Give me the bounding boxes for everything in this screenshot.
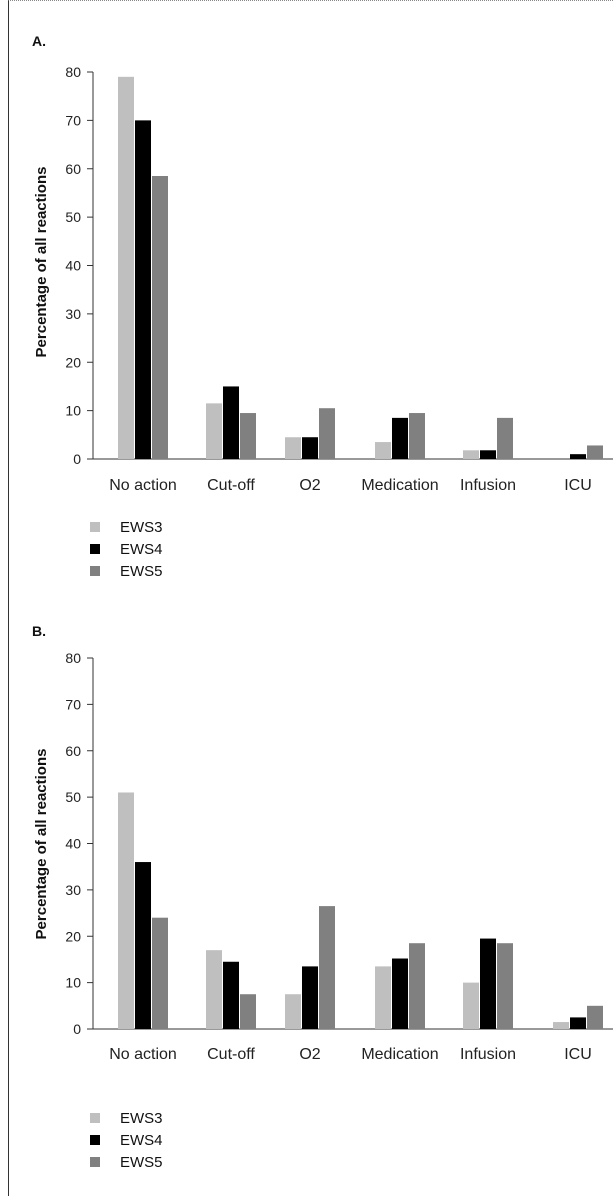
bar-ews4-cut-off (223, 961, 239, 1029)
x-category-label: No action (109, 1046, 177, 1063)
x-category-label: Cut-off (207, 477, 255, 494)
x-category-label: No action (109, 477, 177, 494)
bar-ews3-infusion (463, 450, 479, 459)
legend-item-ews3: EWS3 (90, 516, 163, 538)
legend-a: EWS3 EWS4 EWS5 (90, 516, 163, 582)
bar-ews5-infusion (497, 417, 513, 459)
y-tick-label: 30 (65, 306, 81, 322)
bar-ews5-icu (587, 1005, 603, 1029)
bar-ews3-icu (553, 1022, 569, 1029)
bar-ews3-no-action (118, 76, 134, 460)
panel-label-b: B. (32, 623, 46, 639)
y-tick-label: 20 (65, 928, 81, 944)
y-tick-label: 50 (65, 789, 81, 805)
y-tick-label: 60 (65, 743, 81, 759)
x-category-label: O2 (299, 477, 320, 494)
y-tick-label: 80 (65, 64, 81, 80)
legend-label-ews4: EWS4 (120, 1131, 163, 1149)
x-category-label: Infusion (460, 477, 516, 494)
bar-ews3-o2 (285, 994, 301, 1029)
legend-item-ews5: EWS5 (90, 560, 163, 582)
bar-ews3-medication (375, 966, 391, 1029)
legend-swatch-ews5 (90, 566, 100, 576)
figure-frame (8, 0, 613, 1196)
bar-ews4-o2 (302, 966, 318, 1029)
bar-ews5-o2 (319, 906, 335, 1029)
bar-ews3-no-action (118, 792, 134, 1029)
x-category-label: Infusion (460, 1046, 516, 1063)
panel-label-a: A. (32, 33, 46, 49)
y-tick-label: 0 (73, 451, 81, 467)
chart-panel-a: A. 0 10 20 30 40 50 60 70 80 Percentage of all re… (8, 0, 613, 610)
bar-ews4-no-action (135, 862, 151, 1029)
y-tick-label: 30 (65, 882, 81, 898)
bar-ews3-infusion (463, 982, 479, 1029)
bar-ews5-infusion (497, 943, 513, 1029)
legend-label-ews3: EWS3 (120, 1109, 163, 1127)
bar-ews3-o2 (285, 437, 301, 459)
y-tick-label: 10 (65, 403, 81, 419)
bar-ews5-no-action (152, 917, 168, 1029)
bar-ews4-medication (392, 417, 408, 459)
bar-ews5-cut-off (240, 413, 256, 459)
y-tick-label: 60 (65, 161, 81, 177)
y-axis-title: Percentage of all reactions (33, 749, 50, 940)
bar-ews5-o2 (319, 408, 335, 459)
bar-ews4-cut-off (223, 386, 239, 459)
legend-item-ews3: EWS3 (90, 1107, 163, 1129)
bar-chart-b: 0 10 20 30 40 50 60 70 80 Percentage of all react… (33, 650, 613, 1063)
bar-ews3-medication (375, 442, 391, 459)
legend-swatch-ews3 (90, 1113, 100, 1123)
y-tick-label: 70 (65, 696, 81, 712)
bar-ews4-infusion (480, 938, 496, 1029)
bar-ews5-icu (587, 445, 603, 459)
y-axis-title: Percentage of all reactions (33, 167, 50, 358)
y-tick-label: 0 (73, 1021, 81, 1037)
y-tick-label: 70 (65, 112, 81, 128)
legend-item-ews4: EWS4 (90, 538, 163, 560)
x-category-label: ICU (564, 1046, 592, 1063)
bar-ews4-o2 (302, 437, 318, 459)
legend-item-ews5: EWS5 (90, 1151, 163, 1173)
bar-ews4-medication (392, 958, 408, 1029)
chart-panel-b: B. 0 10 20 30 40 50 60 70 80 Percentage of all re… (8, 610, 613, 1196)
bar-ews5-no-action (152, 176, 168, 459)
bar-ews5-cut-off (240, 994, 256, 1029)
x-category-label: Medication (361, 1046, 438, 1063)
bar-ews3-cut-off (206, 403, 222, 459)
legend-swatch-ews3 (90, 522, 100, 532)
legend-label-ews3: EWS3 (120, 518, 163, 536)
y-tick-label: 40 (65, 836, 81, 852)
bar-chart-a: 0 10 20 30 40 50 60 70 80 Percentage of all react… (33, 64, 613, 494)
y-tick-label: 10 (65, 975, 81, 991)
y-tick-label: 80 (65, 650, 81, 666)
bar-ews4-icu (570, 454, 586, 459)
bar-ews5-medication (409, 943, 425, 1029)
bar-ews4-infusion (480, 450, 496, 459)
legend-label-ews5: EWS5 (120, 562, 163, 580)
x-category-label: Cut-off (207, 1046, 255, 1063)
legend-label-ews5: EWS5 (120, 1153, 163, 1171)
legend-label-ews4: EWS4 (120, 540, 163, 558)
bar-ews5-medication (409, 413, 425, 459)
legend-swatch-ews4 (90, 1135, 100, 1145)
x-category-label: O2 (299, 1046, 320, 1063)
legend-item-ews4: EWS4 (90, 1129, 163, 1151)
x-category-label: ICU (564, 477, 592, 494)
y-tick-label: 50 (65, 209, 81, 225)
y-tick-label: 20 (65, 354, 81, 370)
y-tick-label: 40 (65, 258, 81, 274)
legend-swatch-ews4 (90, 544, 100, 554)
legend-swatch-ews5 (90, 1157, 100, 1167)
bar-ews4-no-action (135, 120, 151, 459)
bar-ews3-cut-off (206, 950, 222, 1029)
legend-b: EWS3 EWS4 EWS5 (90, 1107, 163, 1173)
x-category-label: Medication (361, 477, 438, 494)
bar-ews4-icu (570, 1017, 586, 1029)
